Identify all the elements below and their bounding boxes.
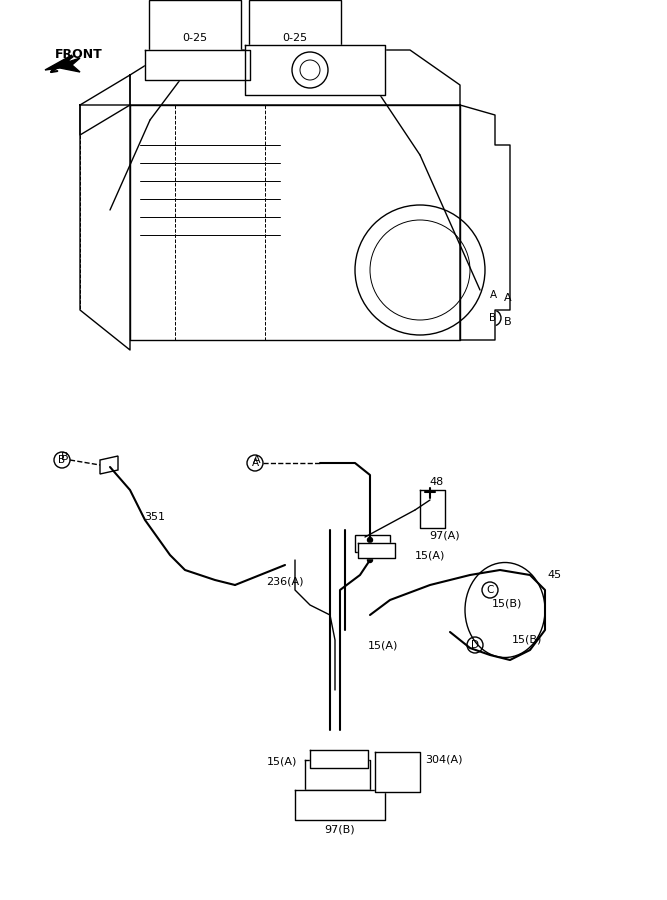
Text: 0-25: 0-25 <box>183 33 207 43</box>
Text: A: A <box>504 293 512 303</box>
Text: B: B <box>504 317 512 327</box>
Circle shape <box>292 52 328 88</box>
Text: B: B <box>490 313 496 323</box>
Text: 48: 48 <box>430 477 444 487</box>
Circle shape <box>368 537 372 543</box>
Polygon shape <box>80 105 130 350</box>
Polygon shape <box>145 50 250 80</box>
Polygon shape <box>295 790 385 820</box>
Text: C: C <box>486 585 494 595</box>
Polygon shape <box>375 752 420 792</box>
Polygon shape <box>80 75 130 135</box>
Polygon shape <box>130 50 460 105</box>
Text: 97(B): 97(B) <box>325 825 356 835</box>
Polygon shape <box>245 45 385 95</box>
Text: D: D <box>471 640 479 650</box>
Text: A: A <box>490 290 496 300</box>
Text: A: A <box>253 455 261 465</box>
Text: 304(A): 304(A) <box>425 755 462 765</box>
Circle shape <box>368 557 372 562</box>
Text: 236(A): 236(A) <box>266 577 303 587</box>
Text: FRONT: FRONT <box>55 49 103 61</box>
Polygon shape <box>45 55 80 72</box>
Polygon shape <box>130 105 460 340</box>
Text: B: B <box>59 455 65 465</box>
Polygon shape <box>358 543 395 558</box>
Text: A: A <box>251 458 259 468</box>
Polygon shape <box>460 105 510 340</box>
Text: 97(A): 97(A) <box>430 530 460 540</box>
Text: 15(B): 15(B) <box>492 598 522 608</box>
Text: B: B <box>61 452 69 462</box>
Text: 0-25: 0-25 <box>282 33 307 43</box>
Text: 15(B): 15(B) <box>512 635 542 645</box>
Text: 15(A): 15(A) <box>415 551 446 561</box>
Text: 351: 351 <box>145 512 165 522</box>
Polygon shape <box>310 750 368 768</box>
Text: 15(A): 15(A) <box>267 757 297 767</box>
Text: 45: 45 <box>548 570 562 580</box>
Text: 15(A): 15(A) <box>368 640 398 650</box>
